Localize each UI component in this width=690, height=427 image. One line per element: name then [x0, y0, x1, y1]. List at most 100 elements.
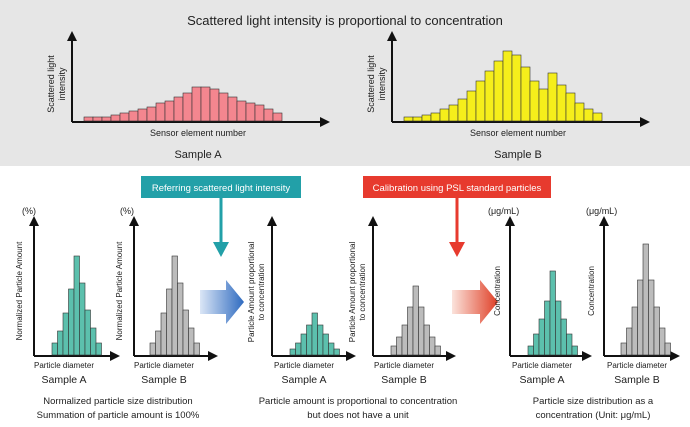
bottom-chart-4-bar — [390, 345, 397, 356]
top-chart-b-bar — [493, 60, 504, 122]
bottom-chart-1-bar — [68, 288, 75, 356]
top-chart-b-ylabel-line2: intensity — [377, 67, 387, 101]
callout-calibration-text: Calibration using PSL standard particles — [373, 183, 542, 194]
bottom-chart-2-bar — [182, 309, 189, 356]
bottom-chart-6-bar — [648, 279, 655, 356]
top-chart-a-bar — [164, 100, 175, 122]
bottom-chart-6-bar — [642, 243, 649, 356]
callout-referring-arrowhead — [213, 242, 229, 257]
bottom-chart-5-bars — [527, 270, 578, 356]
bottom-chart-2-bar — [171, 255, 178, 356]
top-chart-a-bar — [236, 100, 247, 122]
top-chart-a-bar — [227, 96, 238, 122]
top-chart-a-bar — [110, 114, 121, 122]
top-chart-b-bar — [412, 116, 423, 122]
bottom-chart-1-bars — [51, 255, 102, 356]
bottom-chart-6-bar — [620, 342, 627, 356]
callout-referring-box — [141, 176, 301, 198]
top-chart-a-bar — [263, 108, 274, 122]
bottom-chart-2-unit: (%) — [120, 206, 134, 216]
top-chart-a-bar — [146, 106, 157, 122]
bottom-chart-4-bar — [418, 306, 425, 356]
callout-calibration-arrowhead — [449, 242, 465, 257]
top-panel-background — [0, 0, 690, 166]
bottom-chart-2-y-arrowhead — [129, 216, 139, 226]
bottom-chart-2-bar — [160, 312, 167, 356]
bottom-chart-1-ylabel: Normalized Particle Amount — [15, 241, 24, 340]
bottom-chart-5-xlabel: Particle diameter — [512, 361, 572, 370]
bottom-chart-5-bar — [560, 318, 567, 356]
top-chart-a-bars — [83, 86, 283, 122]
bottom-chart-1-unit: (%) — [22, 206, 36, 216]
top-chart-b-bar — [403, 116, 414, 122]
bottom-chart-1-y-arrowhead — [29, 216, 39, 226]
bottom-chart-3-sample-label: Sample A — [282, 374, 327, 386]
top-chart-a-axes — [71, 40, 322, 123]
bottom-chart-5-bar — [527, 345, 534, 356]
bottom-chart-3-bar — [311, 312, 318, 356]
bottom-chart-1-bar — [84, 309, 91, 356]
top-chart-b-sample-label: Sample B — [494, 149, 542, 161]
bottom-chart-3-bar — [295, 342, 302, 356]
top-chart-a-bar — [119, 112, 130, 122]
header-title: Scattered light intensity is proportiona… — [187, 13, 503, 28]
top-chart-b-bar — [520, 66, 531, 122]
top-chart-b-bar — [547, 72, 558, 122]
bottom-chart-4-ylabel-line1: Particle Amount proportional — [348, 242, 357, 343]
bottom-chart-3-bar — [289, 348, 296, 356]
bottom-chart-1-bar — [51, 342, 58, 356]
top-chart-b-bar — [466, 90, 477, 122]
bottom-chart-1-x-arrowhead — [110, 351, 120, 361]
top-chart-b-bars — [403, 50, 603, 122]
bottom-chart-2-x-arrowhead — [208, 351, 218, 361]
bottom-chart-6-bar — [626, 327, 633, 356]
top-chart-a-bar — [191, 86, 202, 122]
top-chart-b-bar — [502, 50, 513, 122]
bottom-chart-6-unit: (μg/mL) — [586, 206, 617, 216]
bottom-chart-3-bar — [300, 333, 307, 356]
bottom-chart-5-bar — [566, 333, 573, 356]
top-chart-b-bar — [484, 70, 495, 122]
bottom-chart-5-bar — [555, 300, 562, 356]
bottom-chart-4-bar — [401, 324, 408, 356]
top-chart-a-xlabel: Sensor element number — [150, 128, 246, 138]
bottom-chart-3-y-arrowhead — [267, 216, 277, 226]
top-chart-a-sample-label: Sample A — [174, 149, 222, 161]
top-chart-a-ylabel-line1: Scattered light — [46, 55, 56, 113]
bottom-chart-5-bar — [544, 300, 551, 356]
top-chart-b-xlabel: Sensor element number — [470, 128, 566, 138]
bottom-chart-6-bar — [653, 306, 660, 356]
callout-referring-text: Referring scattered light intensity — [152, 183, 291, 194]
transition-arrow-blue — [200, 280, 244, 324]
bottom-chart-3-axes — [271, 225, 348, 357]
bottom-chart-6-ylabel: Concentration — [587, 266, 596, 316]
bottom-chart-2-bar — [193, 342, 200, 356]
bottom-chart-2-bar — [149, 342, 156, 356]
bottom-chart-6-xlabel: Particle diameter — [607, 361, 667, 370]
top-chart-b-bar — [457, 98, 468, 122]
top-chart-b-ylabel-line1: Scattered light — [366, 55, 376, 113]
top-chart-b-bar — [421, 114, 432, 122]
bottom-chart-2-bar — [166, 288, 173, 356]
bottom-chart-3-bars — [289, 312, 340, 356]
bottom-chart-3-bar — [306, 324, 313, 356]
top-chart-b-x-arrowhead — [640, 117, 650, 127]
bottom-chart-5-unit: (μg/mL) — [488, 206, 519, 216]
bottom-chart-1-bar — [57, 330, 64, 356]
top-chart-b-bar — [592, 112, 603, 122]
caption-right-line1: Particle size distribution as a — [533, 396, 654, 407]
bottom-chart-1-bar — [79, 282, 86, 356]
callout-calibration-box — [363, 176, 551, 198]
bottom-chart-3-bar — [333, 348, 340, 356]
bottom-chart-2-sample-label: Sample B — [141, 374, 187, 386]
bottom-chart-2-bar — [188, 327, 195, 356]
top-chart-b-bar — [538, 88, 549, 122]
top-chart-a-bar — [92, 116, 103, 122]
bottom-chart-5-sample-label: Sample A — [520, 374, 565, 386]
bottom-chart-6-bars — [620, 243, 671, 356]
caption-mid-line2: but does not have a unit — [307, 410, 409, 421]
bottom-chart-3-ylabel-line2: to concentration — [257, 264, 266, 321]
bottom-chart-1-bar — [73, 255, 80, 356]
